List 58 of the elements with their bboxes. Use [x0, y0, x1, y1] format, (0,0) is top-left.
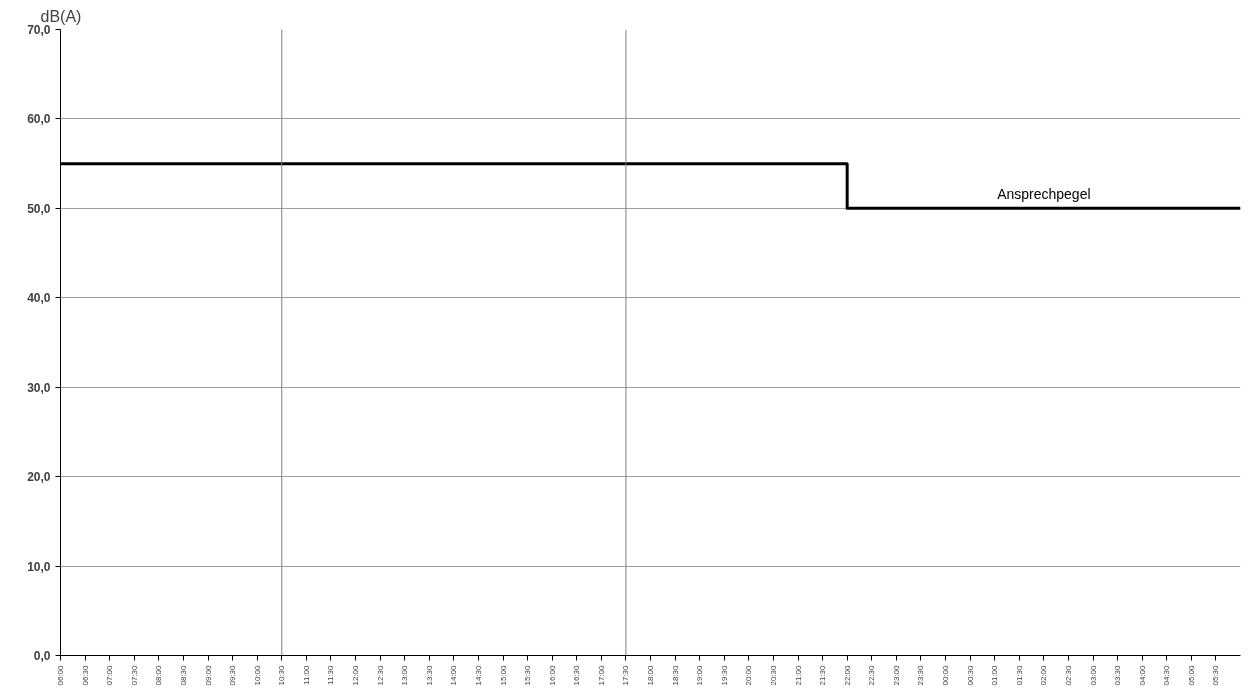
x-tick-label: 04:00 [1137, 664, 1147, 686]
x-tick-label: 09:30 [228, 664, 238, 686]
x-tick-label: 10:30 [277, 664, 287, 686]
x-tick-label: 18:30 [670, 664, 680, 686]
y-tick-label: 50,0 [27, 201, 51, 216]
x-tick-label: 12:00 [351, 664, 360, 686]
y-tick-label: 30,0 [27, 380, 51, 395]
x-tick-label: 00:00 [941, 664, 950, 686]
x-tick-label: 03:00 [1088, 664, 1098, 686]
x-tick-label: 18:00 [646, 664, 655, 686]
x-tick-label: 23:00 [891, 664, 901, 686]
x-tick-label: 21:00 [793, 664, 803, 686]
x-tick-label: 16:30 [572, 664, 582, 686]
x-tick-label: 05:00 [1186, 664, 1196, 686]
x-tick-label: 07:30 [129, 664, 139, 686]
x-tick-label: 12:30 [375, 664, 385, 686]
x-tick-label: 08:00 [154, 664, 164, 686]
x-tick-label: 10:00 [252, 664, 262, 686]
y-tick-label: 40,0 [27, 291, 51, 306]
x-tick-label: 13:30 [424, 664, 434, 686]
series-label: Ansprechpegel [997, 186, 1091, 203]
x-tick-label: 05:30 [1211, 664, 1221, 686]
x-tick-label: 19:30 [719, 664, 729, 686]
x-tick-label: 09:00 [203, 664, 213, 686]
x-tick-label: 07:00 [105, 664, 115, 686]
x-tick-label: 20:30 [768, 664, 778, 686]
x-tick-label: 22:30 [867, 664, 877, 686]
x-tick-label: 17:00 [596, 664, 606, 686]
x-tick-label: 02:00 [1039, 664, 1049, 686]
x-tick-label: 19:00 [695, 664, 705, 686]
x-tick-label: 23:30 [916, 664, 926, 686]
x-tick-label: 14:30 [473, 664, 483, 686]
x-tick-label: 22:00 [842, 664, 852, 686]
x-tick-label: 14:00 [449, 664, 459, 686]
x-tick-label: 20:00 [744, 664, 754, 686]
x-tick-label: 08:30 [178, 664, 188, 686]
x-tick-label: 16:00 [547, 664, 557, 686]
x-tick-label: 15:00 [498, 664, 508, 686]
y-tick-label: 70,0 [27, 23, 51, 37]
x-tick-label: 02:30 [1063, 664, 1073, 686]
y-tick-label: 20,0 [27, 470, 51, 485]
y-tick-label: 60,0 [27, 112, 51, 127]
x-tick-label: 13:00 [400, 664, 410, 686]
x-tick-label: 11:00 [301, 664, 311, 685]
x-tick-label: 06:00 [56, 664, 65, 686]
x-tick-label: 00:30 [965, 664, 975, 686]
x-tick-label: 01:00 [990, 664, 1000, 686]
y-axis-title: dB(A) [40, 7, 82, 25]
x-tick-label: 21:30 [818, 664, 828, 686]
x-tick-label: 01:30 [1014, 664, 1024, 686]
x-tick-label: 11:30 [326, 664, 336, 685]
x-tick-label: 15:30 [523, 664, 533, 686]
x-tick-label: 03:30 [1113, 664, 1123, 686]
y-tick-label: 0,0 [33, 649, 51, 663]
y-tick-label: 10,0 [27, 559, 51, 574]
x-tick-label: 17:30 [621, 664, 631, 686]
x-tick-label: 06:30 [80, 664, 90, 686]
x-tick-label: 04:30 [1162, 664, 1172, 686]
